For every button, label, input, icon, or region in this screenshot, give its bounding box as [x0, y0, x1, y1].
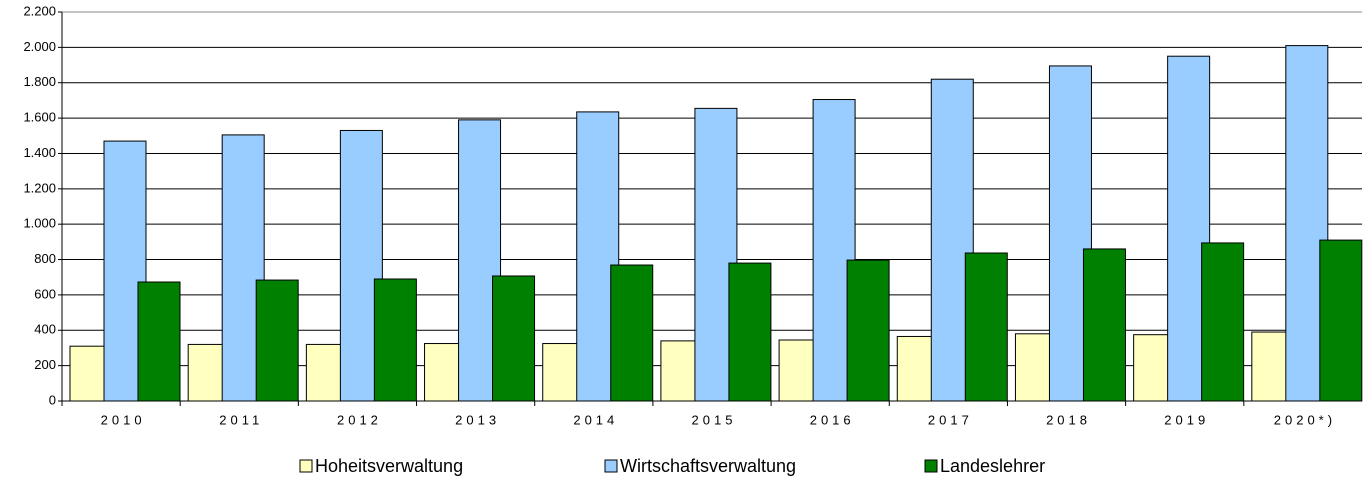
legend-swatch [924, 459, 938, 473]
y-tick-label: 2.200 [23, 3, 56, 18]
bar [255, 279, 299, 402]
y-tick-label: 1.600 [23, 110, 56, 125]
bar [846, 259, 890, 402]
y-tick-label: 1.800 [23, 74, 56, 89]
bar [492, 275, 536, 402]
legend-swatch [604, 459, 618, 473]
legend-swatch [299, 459, 313, 473]
x-tick-label: 2012 [337, 412, 382, 427]
y-tick-label: 0 [49, 392, 56, 407]
bar [964, 252, 1008, 402]
y-tick-label: 2.000 [23, 39, 56, 54]
y-tick-label: 600 [34, 286, 56, 301]
y-tick-label: 200 [34, 357, 56, 372]
bar [1201, 242, 1245, 402]
bar [610, 264, 654, 402]
y-tick-label: 1.200 [23, 180, 56, 195]
legend-label: Landeslehrer [940, 456, 1045, 476]
bar [137, 281, 181, 402]
x-tick-label: 2017 [928, 412, 973, 427]
x-tick-label: 2011 [219, 412, 263, 427]
y-tick-label: 800 [34, 251, 56, 266]
bar [373, 278, 417, 402]
x-tick-label: 2010 [101, 412, 146, 427]
x-tick-label: 2020*) [1274, 412, 1336, 427]
bar [1319, 239, 1363, 402]
y-tick-label: 400 [34, 322, 56, 337]
x-tick-label: 2014 [573, 412, 618, 427]
legend-label: Hoheitsverwaltung [315, 456, 463, 476]
legend-label: Wirtschaftsverwaltung [620, 456, 796, 476]
x-tick-label: 2018 [1046, 412, 1091, 427]
x-tick-label: 2015 [692, 412, 737, 427]
y-tick-label: 1.000 [23, 216, 56, 231]
bar [728, 262, 772, 402]
x-tick-label: 2019 [1164, 412, 1209, 427]
x-tick-label: 2016 [810, 412, 855, 427]
y-tick-label: 1.400 [23, 145, 56, 160]
x-tick-label: 2013 [455, 412, 500, 427]
bar [1082, 248, 1126, 402]
